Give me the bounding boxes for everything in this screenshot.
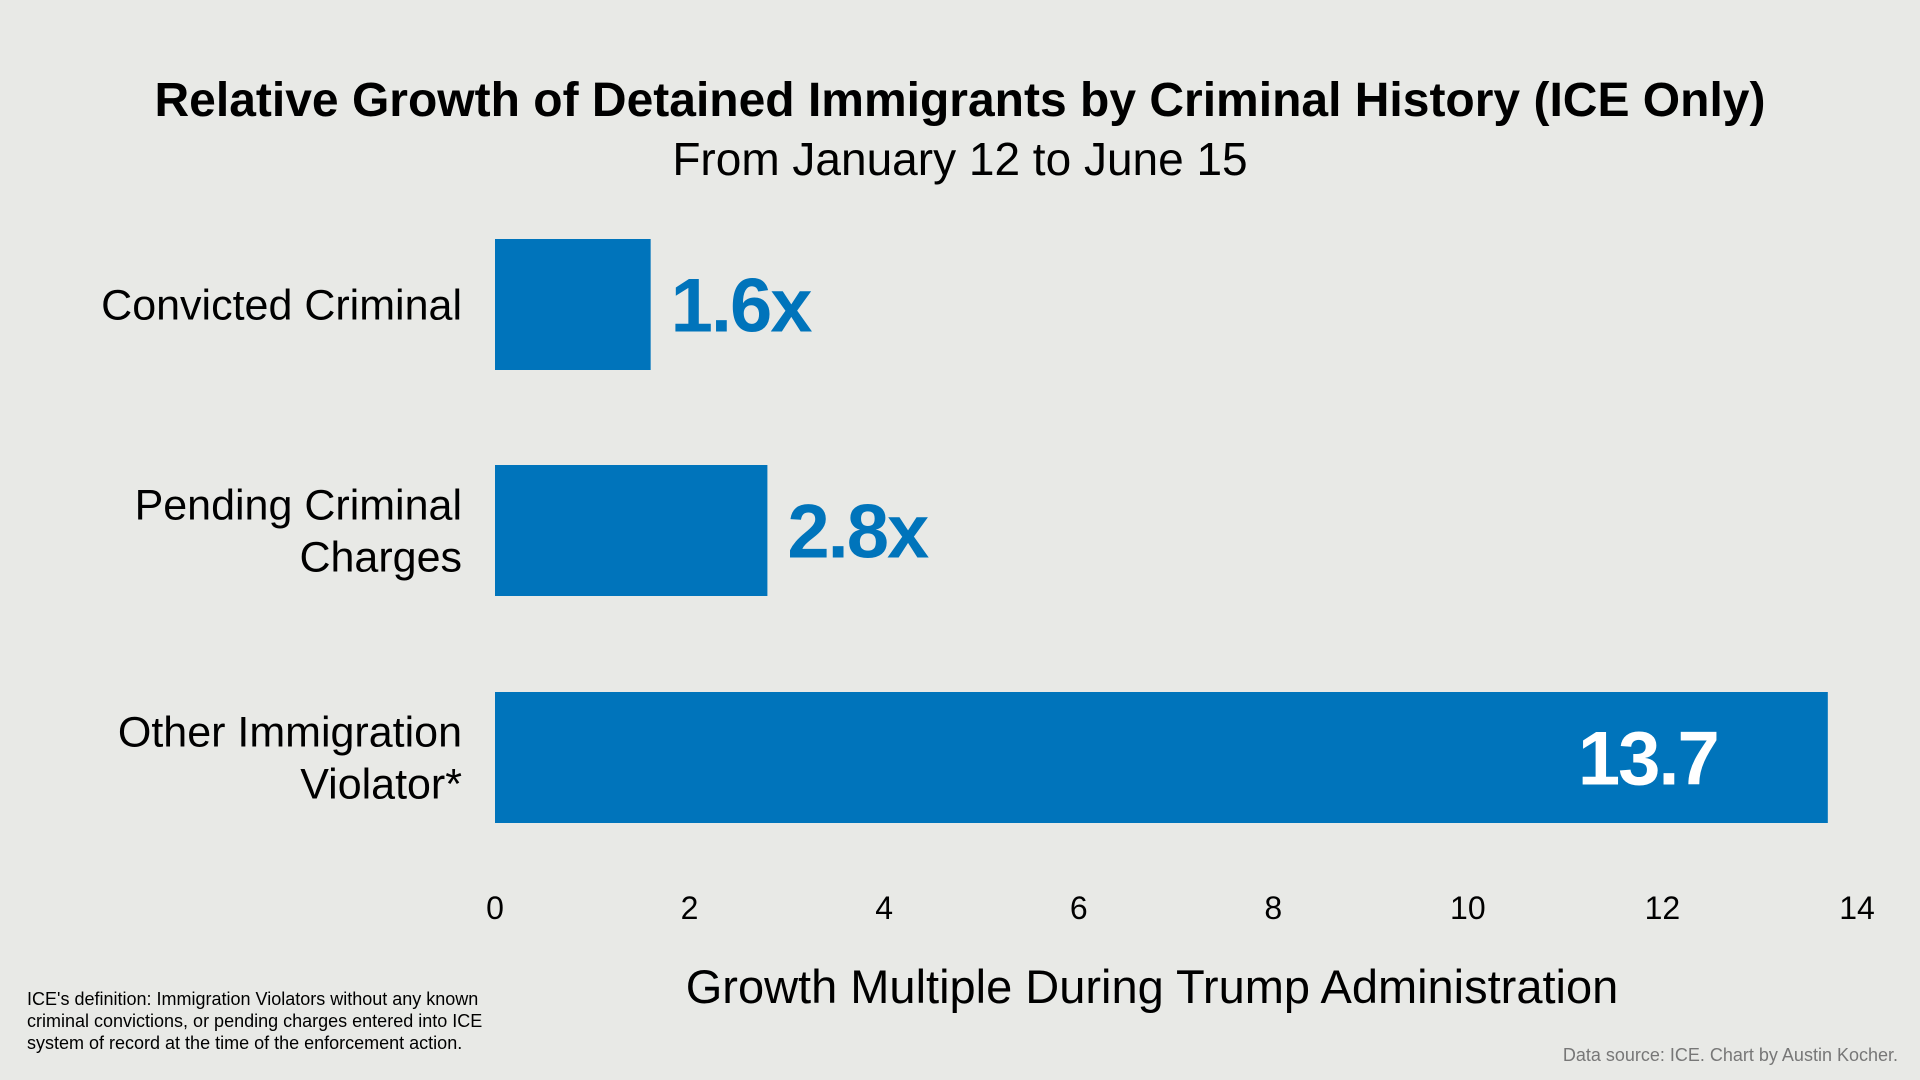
footnote-line: ICE's definition: Immigration Violators … — [27, 989, 478, 1009]
chart-title: Relative Growth of Detained Immigrants b… — [155, 74, 1766, 127]
data-label: 13.7 — [1578, 717, 1718, 802]
bar-1 — [495, 239, 651, 370]
category-label: Other Immigration — [118, 709, 462, 757]
category-label: Charges — [299, 534, 462, 582]
footnote: ICE's definition: Immigration Violators … — [27, 989, 482, 1053]
x-tick-label: 14 — [1839, 890, 1875, 926]
x-axis-title: Growth Multiple During Trump Administrat… — [686, 960, 1619, 1013]
data-label: 2.8x — [787, 490, 929, 575]
x-tick-label: 0 — [486, 890, 504, 926]
x-tick-label: 10 — [1450, 890, 1486, 926]
category-label: Pending Criminal — [135, 482, 462, 530]
source-note: Data source: ICE. Chart by Austin Kocher… — [1563, 1045, 1898, 1065]
bar-group: Convicted Criminal 1.6x Pending CriminalCh… — [101, 239, 1828, 823]
x-axis-ticks: 0 2 4 6 8 10 12 14 — [486, 890, 1875, 926]
category-label: Violator* — [300, 761, 462, 809]
bar-3 — [495, 692, 1828, 823]
data-label: 1.6x — [671, 264, 813, 349]
x-tick-label: 8 — [1264, 890, 1282, 926]
chart-subtitle: From January 12 to June 15 — [672, 133, 1247, 185]
x-tick-label: 2 — [681, 890, 699, 926]
x-tick-label: 4 — [875, 890, 893, 926]
category-label: Convicted Criminal — [101, 282, 462, 330]
x-tick-label: 12 — [1645, 890, 1681, 926]
x-tick-label: 6 — [1070, 890, 1088, 926]
footnote-line: system of record at the time of the enfo… — [27, 1033, 462, 1053]
footnote-line: criminal convictions, or pending charges… — [27, 1011, 482, 1031]
bar-2 — [495, 465, 768, 596]
